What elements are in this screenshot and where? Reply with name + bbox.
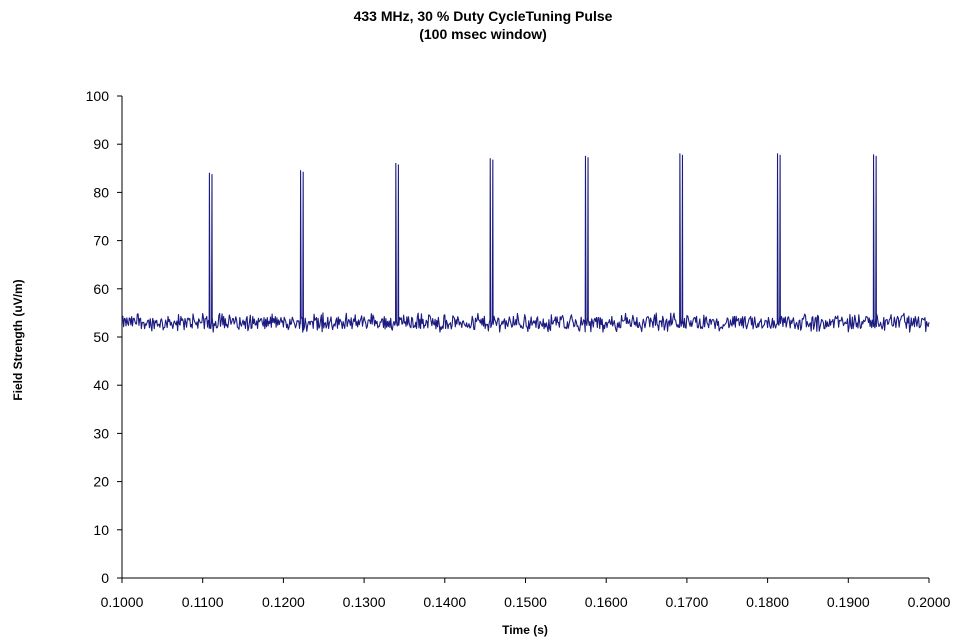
y-tick-label: 30 bbox=[93, 425, 109, 441]
y-tick-label: 10 bbox=[93, 522, 109, 538]
plot-area: 0 10 20 30 40 50 60 70 80 90 100 0.1000 0.1100 0.1200… bbox=[86, 88, 951, 610]
y-tick-label: 60 bbox=[93, 281, 109, 297]
y-axis-label: Field Strength (uV/m) bbox=[11, 279, 25, 400]
x-tick-label: 0.1600 bbox=[585, 594, 628, 610]
y-tick-label: 20 bbox=[93, 474, 109, 490]
x-tick-label: 0.2000 bbox=[908, 594, 951, 610]
x-tick-label: 0.1900 bbox=[827, 594, 870, 610]
chart-title: 433 MHz, 30 % Duty CycleTuning Pulse bbox=[354, 8, 613, 24]
x-tick-label: 0.1500 bbox=[504, 594, 547, 610]
x-tick-label: 0.1200 bbox=[262, 594, 305, 610]
chart-subtitle: (100 msec window) bbox=[419, 26, 547, 42]
y-tick-label: 80 bbox=[93, 184, 109, 200]
y-tick-label: 0 bbox=[101, 570, 109, 586]
y-tick-label: 100 bbox=[86, 88, 110, 104]
y-tick-label: 70 bbox=[93, 233, 109, 249]
y-tick-label: 50 bbox=[93, 329, 109, 345]
x-tick-label: 0.1700 bbox=[665, 594, 708, 610]
x-tick-label: 0.1000 bbox=[101, 594, 144, 610]
x-tick-label: 0.1400 bbox=[423, 594, 466, 610]
x-tick-label: 0.1300 bbox=[343, 594, 386, 610]
y-tick-label: 40 bbox=[93, 377, 109, 393]
x-tick-label: 0.1100 bbox=[182, 594, 224, 610]
x-tick-label: 0.1800 bbox=[746, 594, 789, 610]
series-line bbox=[121, 153, 930, 333]
x-axis-label: Time (s) bbox=[502, 623, 548, 637]
y-tick-label: 90 bbox=[93, 136, 109, 152]
